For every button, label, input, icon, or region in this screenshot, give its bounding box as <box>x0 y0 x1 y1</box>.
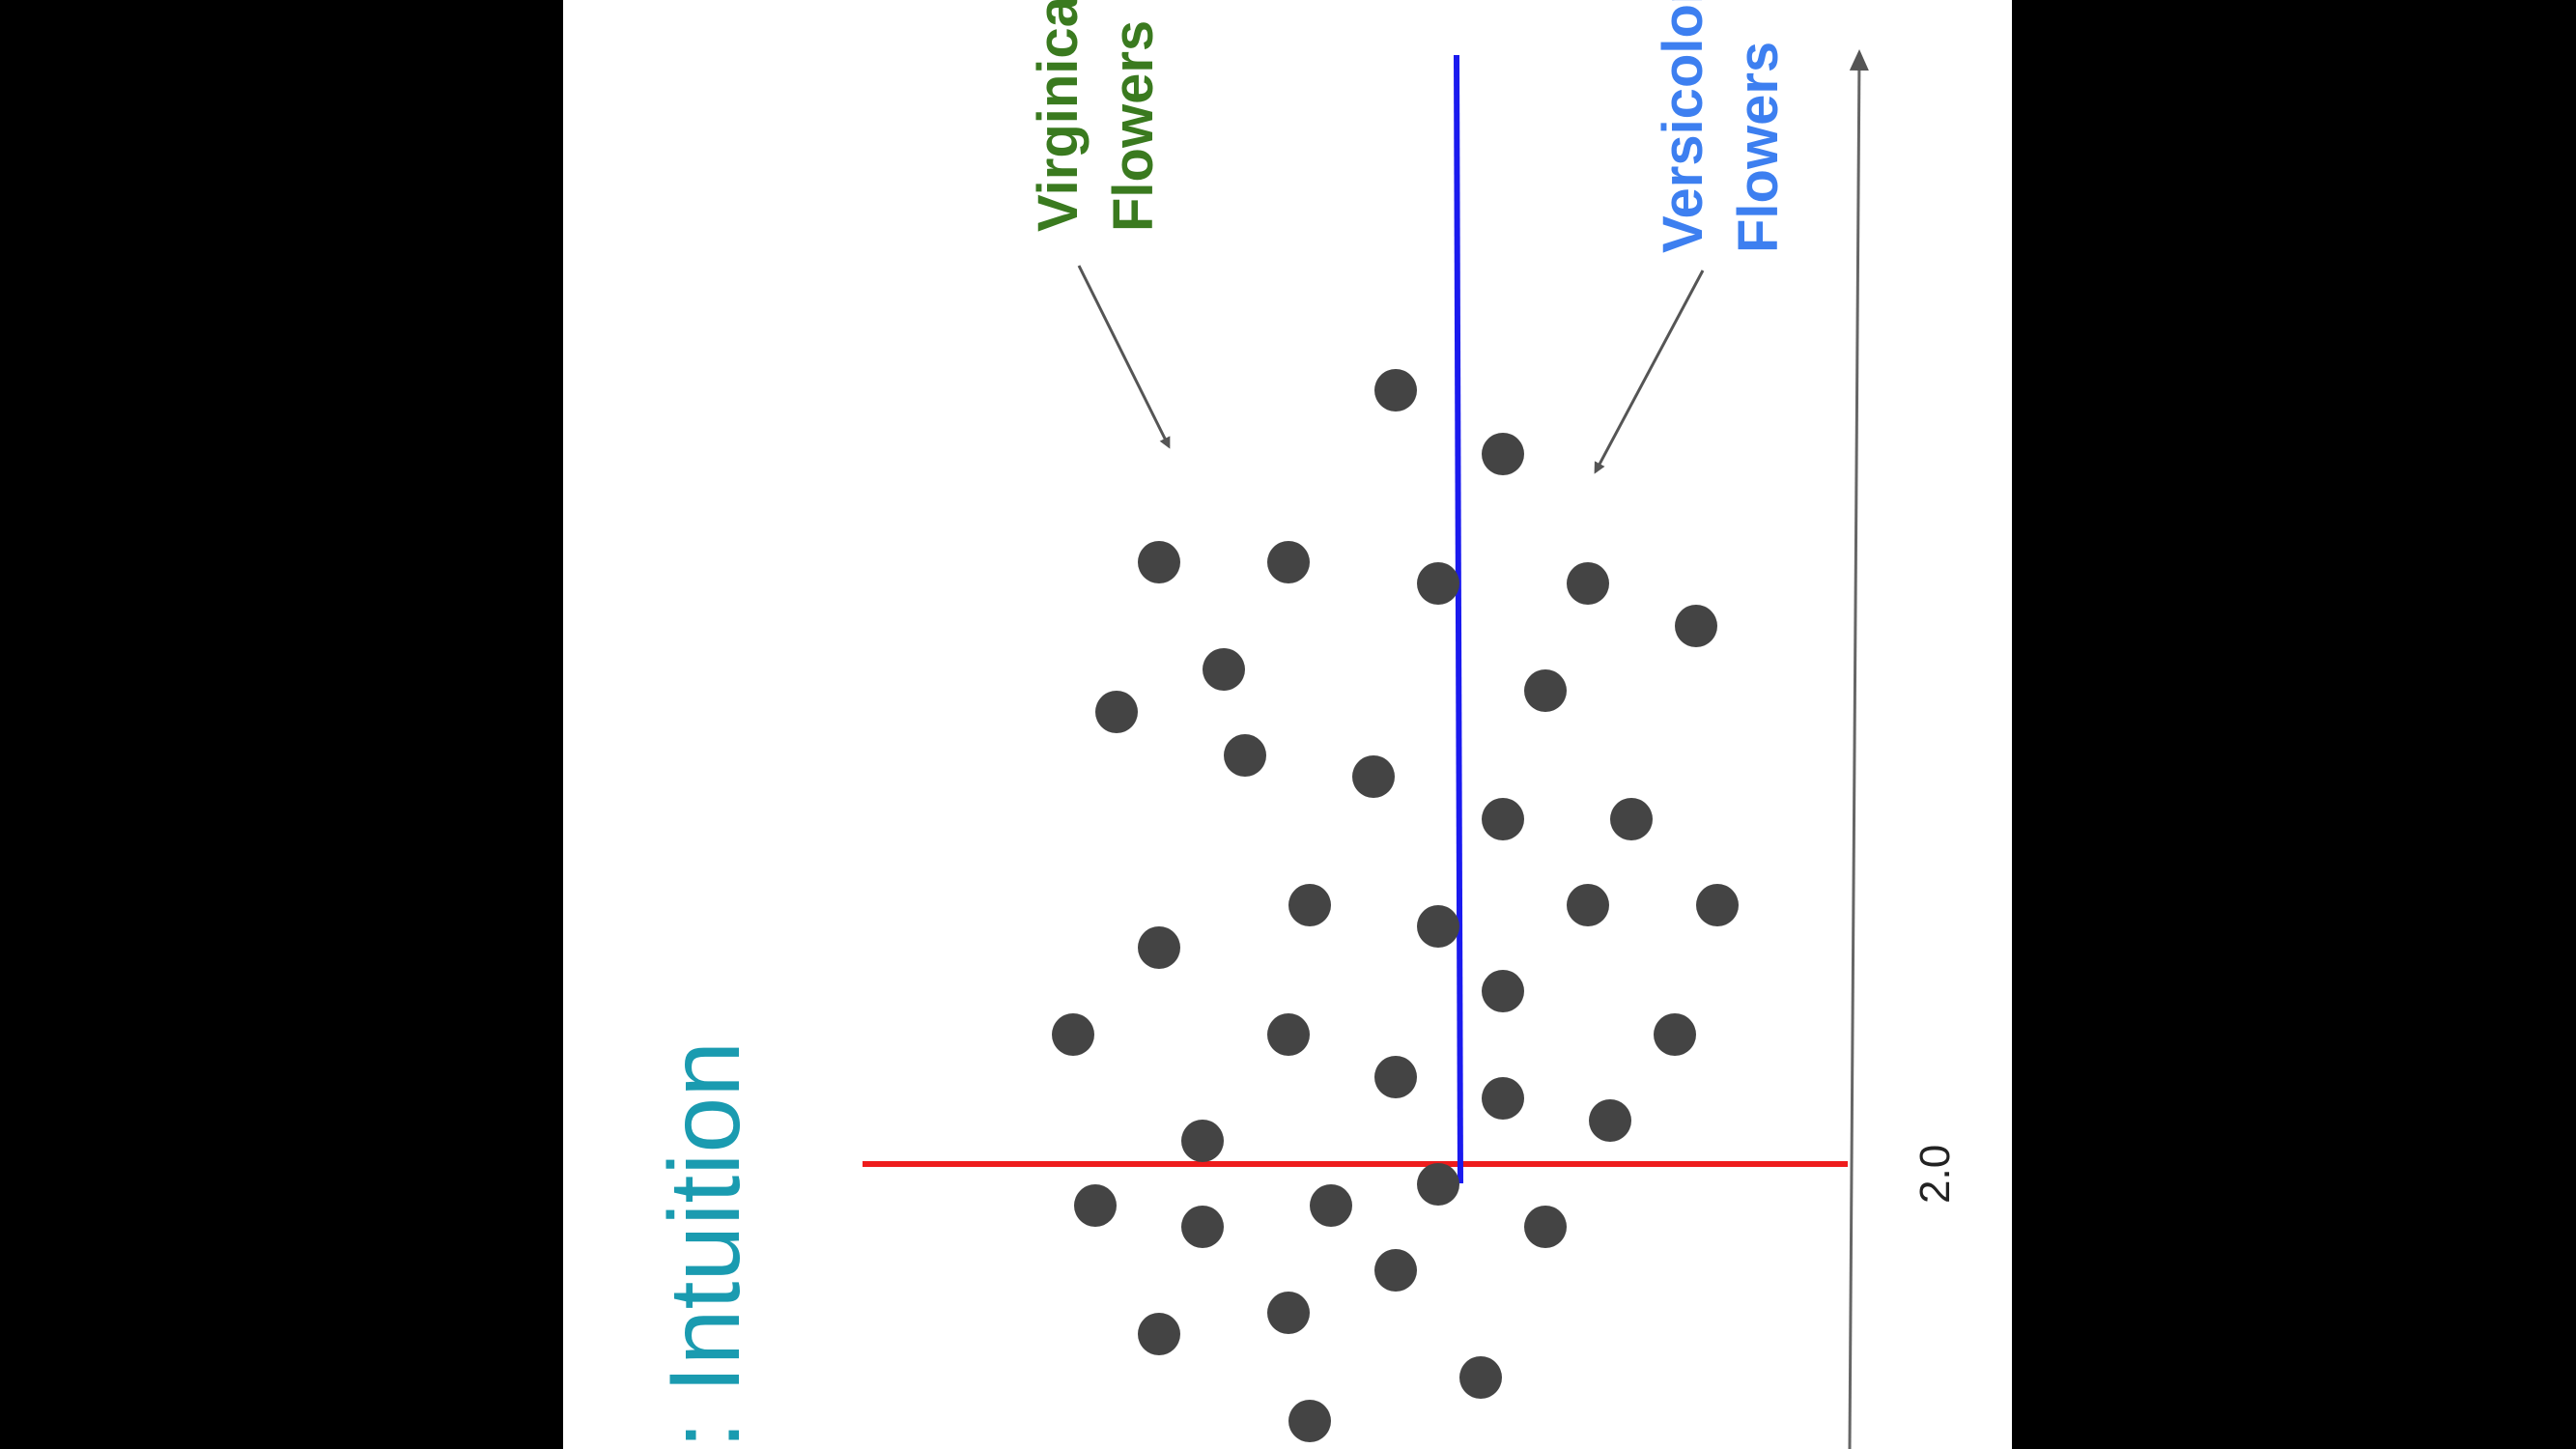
data-point <box>1567 884 1609 926</box>
data-point <box>1138 926 1180 969</box>
versicolor-pointer-arrow <box>1594 270 1705 474</box>
blue-threshold-line <box>1454 54 1463 1184</box>
versicolor-label-line1: Versicolor <box>1652 0 1714 253</box>
data-point <box>1696 884 1739 926</box>
data-point <box>1524 669 1567 712</box>
data-point <box>1417 562 1459 605</box>
data-point <box>1138 1313 1180 1355</box>
data-point <box>1224 734 1266 777</box>
data-point <box>1482 970 1524 1012</box>
data-point <box>1482 1077 1524 1120</box>
data-point <box>1374 1249 1417 1292</box>
data-point <box>1589 1099 1631 1142</box>
data-point <box>1654 1013 1696 1056</box>
slide-canvas: : Intuition Virginica Flowers Versicolor… <box>563 0 2012 1449</box>
data-point <box>1352 755 1395 798</box>
data-point <box>1181 1120 1224 1162</box>
data-point <box>1374 369 1417 412</box>
data-point <box>1417 905 1459 948</box>
data-point <box>1524 1206 1567 1248</box>
data-point <box>1482 798 1524 840</box>
data-point <box>1310 1184 1352 1227</box>
data-point <box>1267 1292 1310 1334</box>
data-point <box>1288 884 1331 926</box>
versicolor-label-line2: Flowers <box>1727 42 1790 253</box>
data-points <box>1052 369 1739 1442</box>
virginica-pointer-arrow <box>1077 265 1171 449</box>
data-point <box>1288 1400 1331 1442</box>
data-point <box>1567 562 1609 605</box>
data-point <box>1095 691 1138 733</box>
data-point <box>1459 1356 1502 1399</box>
data-point <box>1052 1013 1094 1056</box>
scatter-diagram: : Intuition Virginica Flowers Versicolor… <box>649 0 1959 1449</box>
data-point <box>1417 1163 1459 1206</box>
data-point <box>1074 1184 1117 1227</box>
data-point <box>1675 605 1717 647</box>
y-axis-arrow <box>1848 49 1869 1449</box>
data-point <box>1267 1013 1310 1056</box>
data-point <box>1138 541 1180 583</box>
data-point <box>1203 648 1245 691</box>
data-point <box>1374 1056 1417 1098</box>
slide-title: : Intuition <box>649 1041 761 1449</box>
data-point <box>1181 1206 1224 1248</box>
data-point <box>1610 798 1653 840</box>
virginica-label-line2: Flowers <box>1102 20 1165 232</box>
data-point <box>1482 433 1524 475</box>
virginica-label-line1: Virginica <box>1027 0 1090 232</box>
data-point <box>1267 541 1310 583</box>
axis-tick-label: 2.0 <box>1911 1145 1959 1204</box>
